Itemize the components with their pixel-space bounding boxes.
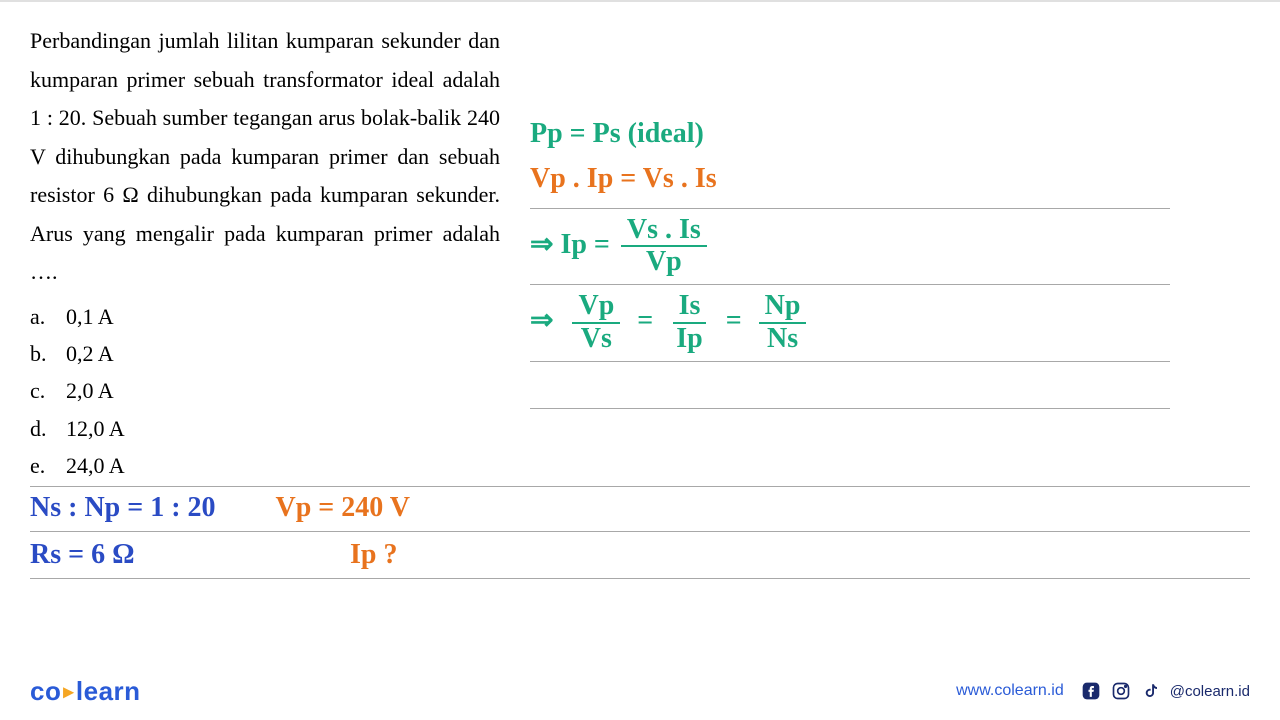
work-line-1: Pp = Ps (ideal): [530, 112, 1250, 157]
social-handle: @colearn.id: [1170, 683, 1250, 700]
rule-line: [30, 531, 1250, 532]
work-line-4: ⇒ Vp Vs = Is Ip = Np Ns: [530, 291, 1250, 355]
brand-logo: co▸learn: [30, 676, 141, 707]
given-ns-np: Ns : Np = 1 : 20: [30, 487, 216, 529]
fraction-ip: Vs . Is Vp: [621, 215, 707, 279]
instagram-icon: [1110, 680, 1132, 702]
work-line-2: Vp . Ip = Vs . Is: [530, 157, 1250, 202]
option-b: b.0,2 A: [30, 335, 500, 372]
rule-line: [530, 361, 1170, 362]
work-line-3: ⇒ Ip = Vs . Is Vp: [530, 215, 1250, 279]
facebook-icon: [1080, 680, 1102, 702]
footer: co▸learn www.colearn.id @colearn.id: [0, 662, 1280, 720]
given-rs: Rs = 6 Ω: [30, 534, 290, 576]
tiktok-icon: [1140, 680, 1162, 702]
option-d: d.12,0 A: [30, 410, 500, 447]
working-column: Pp = Ps (ideal) Vp . Ip = Vs . Is ⇒ Ip =…: [520, 22, 1250, 484]
footer-right: www.colearn.id @colearn.id: [956, 680, 1250, 702]
rule-line: [530, 284, 1170, 285]
question-column: Perbandingan jumlah lilitan kumparan sek…: [30, 22, 520, 484]
given-values: Ns : Np = 1 : 20 Vp = 240 V Rs = 6 Ω Ip …: [0, 484, 1280, 579]
option-c: c.2,0 A: [30, 372, 500, 409]
main-content: Perbandingan jumlah lilitan kumparan sek…: [0, 2, 1280, 484]
footer-url: www.colearn.id: [956, 682, 1064, 700]
asked-ip: Ip ?: [350, 534, 397, 576]
given-vp: Vp = 240 V: [276, 487, 410, 529]
question-text: Perbandingan jumlah lilitan kumparan sek…: [30, 22, 500, 292]
answer-options: a.0,1 A b.0,2 A c.2,0 A d.12,0 A e.24,0 …: [30, 298, 500, 485]
option-e: e.24,0 A: [30, 447, 500, 484]
social-links: @colearn.id: [1080, 680, 1250, 702]
option-a: a.0,1 A: [30, 298, 500, 335]
rule-line: [530, 208, 1170, 209]
fraction-vp-vs: Vp Vs: [572, 291, 620, 355]
fraction-np-ns: Np Ns: [759, 291, 807, 355]
dot-icon: ▸: [63, 681, 74, 703]
fraction-is-ip: Is Ip: [670, 291, 708, 355]
rule-line: [530, 408, 1170, 409]
rule-line: [30, 578, 1250, 579]
